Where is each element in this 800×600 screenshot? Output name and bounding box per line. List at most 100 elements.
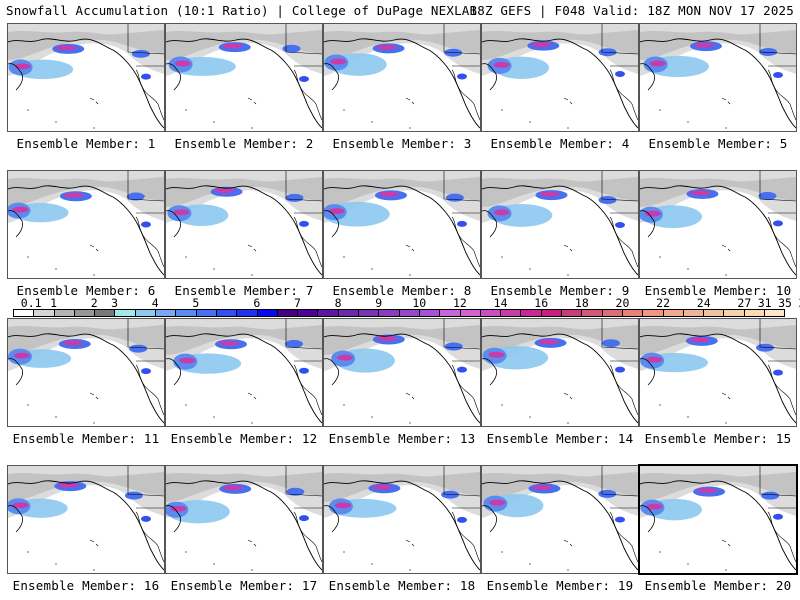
colorbar xyxy=(13,309,785,317)
colorbar-swatch xyxy=(562,310,583,316)
ensemble-panel[interactable]: Ensemble Member: 11 xyxy=(7,318,165,446)
snowfall-map[interactable] xyxy=(323,465,481,574)
ensemble-panel[interactable]: Ensemble Member: 12 xyxy=(165,318,323,446)
ensemble-panel[interactable]: Ensemble Member: 20 xyxy=(638,464,798,593)
ensemble-panel[interactable]: Ensemble Member: 16 xyxy=(7,465,165,593)
snowfall-map[interactable] xyxy=(481,170,639,279)
colorbar-swatch xyxy=(399,310,420,316)
ensemble-member-label: Ensemble Member: 6 xyxy=(16,283,156,298)
colorbar-tick-label: 5 xyxy=(192,296,200,310)
colorbar-tick-labels: 0.1123456789101214161820222427313539 xyxy=(13,296,800,310)
ensemble-member-label: Ensemble Member: 14 xyxy=(486,431,634,446)
snowfall-map[interactable] xyxy=(481,318,639,427)
ensemble-member-label: Ensemble Member: 4 xyxy=(490,136,630,151)
colorbar-tick-label: 12 xyxy=(453,296,467,310)
colorbar-tick-label: 18 xyxy=(574,296,589,310)
colorbar-swatch xyxy=(257,310,278,316)
colorbar-swatch xyxy=(135,310,157,316)
ensemble-panel[interactable]: Ensemble Member: 19 xyxy=(481,465,639,593)
snowfall-map[interactable] xyxy=(7,23,165,132)
colorbar-tick-label: 20 xyxy=(615,296,630,310)
ensemble-member-label: Ensemble Member: 16 xyxy=(12,578,160,593)
ensemble-panel[interactable]: Ensemble Member: 18 xyxy=(323,465,481,593)
ensemble-member-label: Ensemble Member: 12 xyxy=(170,431,318,446)
ensemble-panel[interactable]: Ensemble Member: 17 xyxy=(165,465,323,593)
colorbar-swatch xyxy=(277,310,299,316)
ensemble-member-label: Ensemble Member: 1 xyxy=(16,136,156,151)
snowfall-map[interactable] xyxy=(165,318,323,427)
snowfall-map[interactable] xyxy=(7,170,165,279)
ensemble-member-label: Ensemble Member: 19 xyxy=(486,578,634,593)
snowfall-map[interactable] xyxy=(323,170,481,279)
snowfall-map[interactable] xyxy=(165,170,323,279)
colorbar-swatch xyxy=(622,310,644,316)
colorbar-swatch xyxy=(521,310,542,316)
colorbar-swatch xyxy=(74,310,96,316)
snowfall-map[interactable] xyxy=(638,464,798,575)
colorbar-swatch xyxy=(419,310,441,316)
colorbar-tick-label: 1 xyxy=(50,296,58,310)
colorbar-tick-label: 27 xyxy=(737,296,752,310)
ensemble-panel[interactable]: Ensemble Member: 2 xyxy=(165,23,323,151)
snowfall-map[interactable] xyxy=(323,23,481,132)
colorbar-swatch xyxy=(582,310,603,316)
ensemble-panel[interactable]: Ensemble Member: 7 xyxy=(165,170,323,298)
colorbar-tick-label: 9 xyxy=(375,296,383,310)
snowfall-map[interactable] xyxy=(7,465,165,574)
snowfall-map[interactable] xyxy=(165,465,323,574)
colorbar-swatch xyxy=(541,310,563,316)
colorbar-tick-label: 2 xyxy=(90,296,98,310)
colorbar-swatch xyxy=(176,310,197,316)
snowfall-map[interactable] xyxy=(639,318,797,427)
snowfall-map[interactable] xyxy=(165,23,323,132)
colorbar-swatch xyxy=(14,310,35,316)
snowfall-map[interactable] xyxy=(481,465,639,574)
ensemble-member-label: Ensemble Member: 5 xyxy=(648,136,788,151)
ensemble-member-label: Ensemble Member: 2 xyxy=(174,136,314,151)
colorbar-swatch xyxy=(683,310,705,316)
ensemble-panel[interactable]: Ensemble Member: 14 xyxy=(481,318,639,446)
colorbar-swatch xyxy=(318,310,339,316)
colorbar-swatch xyxy=(602,310,623,316)
ensemble-panel[interactable]: Ensemble Member: 10 xyxy=(639,170,797,298)
colorbar-swatch xyxy=(501,310,522,316)
ensemble-panel[interactable]: Ensemble Member: 9 xyxy=(481,170,639,298)
model-run-info: 18Z GEFS | F048 Valid: 18Z MON NOV 17 20… xyxy=(469,3,794,18)
colorbar-swatch xyxy=(744,310,765,316)
ensemble-panel[interactable]: Ensemble Member: 15 xyxy=(639,318,797,446)
colorbar-swatch xyxy=(440,310,461,316)
ensemble-panel[interactable]: Ensemble Member: 8 xyxy=(323,170,481,298)
colorbar-tick-label: 8 xyxy=(334,296,342,310)
colorbar-tick-label: 0.1 xyxy=(20,296,42,310)
colorbar-swatch xyxy=(379,310,400,316)
colorbar-swatch xyxy=(643,310,664,316)
ensemble-panel[interactable]: Ensemble Member: 4 xyxy=(481,23,639,151)
ensemble-panel[interactable]: Ensemble Member: 6 xyxy=(7,170,165,298)
colorbar-tick-label: 14 xyxy=(493,296,508,310)
ensemble-member-label: Ensemble Member: 9 xyxy=(490,283,630,298)
snowfall-map[interactable] xyxy=(481,23,639,132)
colorbar-tick-label: 4 xyxy=(151,296,159,310)
snowfall-map[interactable] xyxy=(639,23,797,132)
colorbar-swatch xyxy=(196,310,217,316)
ensemble-member-label: Ensemble Member: 3 xyxy=(332,136,472,151)
colorbar-swatch xyxy=(95,310,116,316)
ensemble-panel[interactable]: Ensemble Member: 1 xyxy=(7,23,165,151)
ensemble-member-label: Ensemble Member: 13 xyxy=(328,431,476,446)
ensemble-member-label: Ensemble Member: 17 xyxy=(170,578,318,593)
ensemble-panel[interactable]: Ensemble Member: 3 xyxy=(323,23,481,151)
snowfall-map[interactable] xyxy=(323,318,481,427)
ensemble-panel[interactable]: Ensemble Member: 5 xyxy=(639,23,797,151)
colorbar-tick-label: 24 xyxy=(696,296,711,310)
colorbar-tick-label: 39 xyxy=(798,296,800,310)
colorbar-tick-label: 22 xyxy=(656,296,671,310)
colorbar-swatch xyxy=(460,310,481,316)
colorbar-tick-label: 6 xyxy=(253,296,261,310)
colorbar-tick-label: 3 xyxy=(111,296,119,310)
ensemble-panel[interactable]: Ensemble Member: 13 xyxy=(323,318,481,446)
colorbar-swatch xyxy=(704,310,725,316)
colorbar-swatch xyxy=(724,310,745,316)
colorbar-swatch xyxy=(480,310,502,316)
snowfall-map[interactable] xyxy=(639,170,797,279)
snowfall-map[interactable] xyxy=(7,318,165,427)
